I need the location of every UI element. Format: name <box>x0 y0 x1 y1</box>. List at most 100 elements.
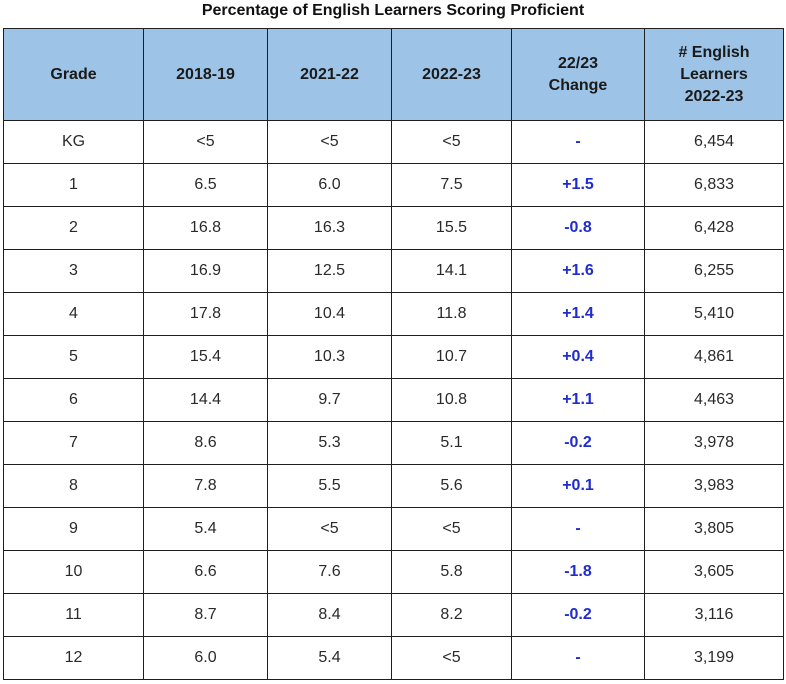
cell-2018-19: 16.9 <box>143 249 268 293</box>
cell-change: - <box>511 636 645 680</box>
cell-2021-22: 5.4 <box>267 636 392 680</box>
table-row: 7 8.6 5.3 5.1 -0.2 3,978 <box>3 421 784 465</box>
cell-el-count: 4,861 <box>644 335 784 379</box>
cell-el-count: 3,983 <box>644 464 784 508</box>
cell-2022-23: <5 <box>391 507 512 551</box>
cell-grade: 4 <box>3 292 144 336</box>
cell-grade: 9 <box>3 507 144 551</box>
table-row: 9 5.4 <5 <5-3,805 <box>3 507 784 551</box>
cell-el-count: 3,199 <box>644 636 784 680</box>
cell-change: +0.1 <box>511 464 645 508</box>
cell-change: -1.8 <box>511 550 645 594</box>
cell-2022-23: 5.1 <box>391 421 512 465</box>
column-header-line: Change <box>548 76 608 94</box>
cell-grade: KG <box>3 120 144 164</box>
cell-grade: 2 <box>3 206 144 250</box>
cell-2021-22: 7.6 <box>267 550 392 594</box>
cell-2021-22: 9.7 <box>267 378 392 422</box>
column-header-line: Grade <box>50 65 97 83</box>
cell-2018-19: 8.6 <box>143 421 268 465</box>
column-header-line: 2022-23 <box>422 65 481 83</box>
cell-el-count: 3,978 <box>644 421 784 465</box>
column-header-line: Learners <box>680 65 748 83</box>
cell-2022-23: 5.6 <box>391 464 512 508</box>
column-header-el-count: # English Learners 2022-23 <box>644 28 784 121</box>
cell-el-count: 5,410 <box>644 292 784 336</box>
column-header-grade: Grade <box>3 28 144 121</box>
column-header-2022-23: 2022-23 <box>391 28 512 121</box>
cell-grade: 8 <box>3 464 144 508</box>
column-header-line: 2022-23 <box>684 87 744 105</box>
cell-2022-23: 11.8 <box>391 292 512 336</box>
cell-2022-23: <5 <box>391 636 512 680</box>
cell-change: +1.5 <box>511 163 645 207</box>
cell-el-count: 6,428 <box>644 206 784 250</box>
cell-change: -0.2 <box>511 593 645 637</box>
table-row: 6 14.4 9.7 10.8 +1.1 4,463 <box>3 378 784 422</box>
cell-2021-22: 10.3 <box>267 335 392 379</box>
cell-change: +0.4 <box>511 335 645 379</box>
column-header-line: # English <box>678 43 750 61</box>
cell-change: - <box>511 120 645 164</box>
proficiency-table: Grade 2018-19 2021-22 2022-23 22/23 Change # E… <box>3 28 784 680</box>
cell-change: +1.4 <box>511 292 645 336</box>
cell-grade: 7 <box>3 421 144 465</box>
column-header-line: 22/23 <box>557 54 599 72</box>
cell-change: +1.1 <box>511 378 645 422</box>
cell-change: +1.6 <box>511 249 645 293</box>
cell-2021-22: 5.3 <box>267 421 392 465</box>
cell-grade: 1 <box>3 163 144 207</box>
cell-grade: 10 <box>3 550 144 594</box>
cell-el-count: 6,833 <box>644 163 784 207</box>
cell-el-count: 3,116 <box>644 593 784 637</box>
cell-2021-22: 5.5 <box>267 464 392 508</box>
cell-2021-22: 6.0 <box>267 163 392 207</box>
cell-2021-22: 8.4 <box>267 593 392 637</box>
table-row: 8 7.8 5.5 5.6 +0.1 3,983 <box>3 464 784 508</box>
cell-2018-19: <5 <box>143 120 268 164</box>
table-row: 1 6.5 6.0 7.5 +1.5 6,833 <box>3 163 784 207</box>
cell-2018-19: 8.7 <box>143 593 268 637</box>
column-header-line: 2018-19 <box>176 65 235 83</box>
cell-2022-23: 10.7 <box>391 335 512 379</box>
cell-2021-22: 10.4 <box>267 292 392 336</box>
table-row: 12 6.0 5.4 <5-3,199 <box>3 636 784 680</box>
cell-2018-19: 7.8 <box>143 464 268 508</box>
table-row: 4 17.8 10.4 11.8 +1.4 5,410 <box>3 292 784 336</box>
column-header-2021-22: 2021-22 <box>267 28 392 121</box>
cell-2021-22: <5 <box>267 507 392 551</box>
cell-2022-23: <5 <box>391 120 512 164</box>
cell-2022-23: 15.5 <box>391 206 512 250</box>
table-row: 5 15.4 10.3 10.7 +0.4 4,861 <box>3 335 784 379</box>
cell-change: - <box>511 507 645 551</box>
column-header-line: 2021-22 <box>300 65 359 83</box>
cell-el-count: 4,463 <box>644 378 784 422</box>
cell-el-count: 3,805 <box>644 507 784 551</box>
cell-2018-19: 6.6 <box>143 550 268 594</box>
table-body: KG <5 <5 <5-6,454 1 6.5 6.0 7.5 +1.5 6,833 2 16.8 16… <box>3 120 784 680</box>
table-row: KG <5 <5 <5-6,454 <box>3 120 784 164</box>
cell-grade: 12 <box>3 636 144 680</box>
cell-grade: 11 <box>3 593 144 637</box>
cell-2018-19: 6.5 <box>143 163 268 207</box>
cell-2022-23: 7.5 <box>391 163 512 207</box>
cell-grade: 6 <box>3 378 144 422</box>
column-header-2018-19: 2018-19 <box>143 28 268 121</box>
table-row: 11 8.7 8.4 8.2 -0.2 3,116 <box>3 593 784 637</box>
cell-2021-22: 16.3 <box>267 206 392 250</box>
table-row: 10 6.6 7.6 5.8 -1.8 3,605 <box>3 550 784 594</box>
cell-2022-23: 14.1 <box>391 249 512 293</box>
cell-el-count: 6,454 <box>644 120 784 164</box>
cell-2022-23: 5.8 <box>391 550 512 594</box>
cell-2022-23: 8.2 <box>391 593 512 637</box>
cell-2018-19: 15.4 <box>143 335 268 379</box>
column-header-change: 22/23 Change <box>511 28 645 121</box>
cell-2018-19: 5.4 <box>143 507 268 551</box>
cell-2022-23: 10.8 <box>391 378 512 422</box>
cell-el-count: 3,605 <box>644 550 784 594</box>
table-header-row: Grade 2018-19 2021-22 2022-23 22/23 Change # E… <box>3 28 784 121</box>
cell-2018-19: 14.4 <box>143 378 268 422</box>
cell-2018-19: 17.8 <box>143 292 268 336</box>
table-row: 3 16.9 12.5 14.1 +1.6 6,255 <box>3 249 784 293</box>
table-row: 2 16.8 16.3 15.5 -0.8 6,428 <box>3 206 784 250</box>
